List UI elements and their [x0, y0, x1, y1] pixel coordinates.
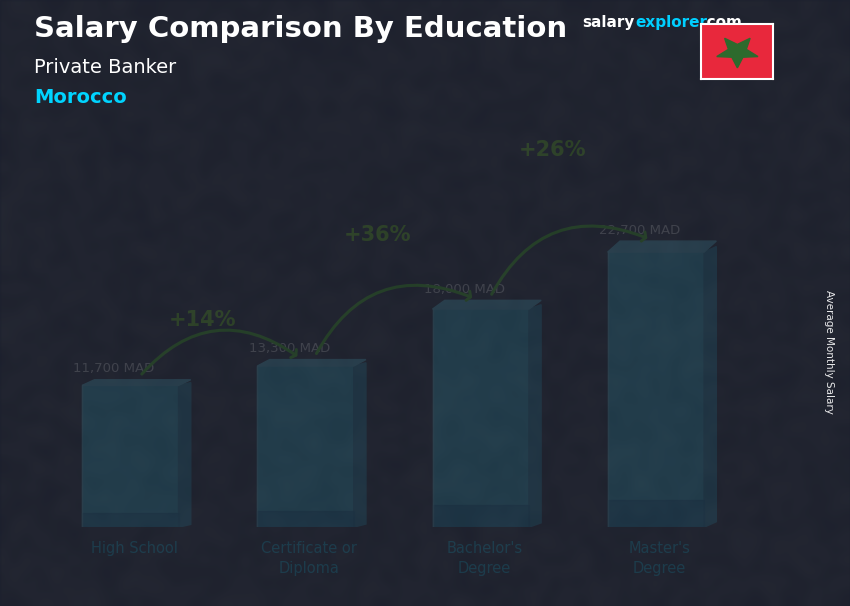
Polygon shape — [704, 247, 717, 527]
Polygon shape — [529, 305, 541, 527]
Polygon shape — [608, 241, 717, 252]
Polygon shape — [82, 380, 190, 385]
Polygon shape — [258, 366, 354, 527]
Text: 13,300 MAD: 13,300 MAD — [248, 342, 330, 355]
Text: +36%: +36% — [343, 225, 411, 245]
Text: 11,700 MAD: 11,700 MAD — [73, 362, 155, 375]
Text: +26%: +26% — [518, 140, 586, 160]
Polygon shape — [82, 385, 178, 527]
Polygon shape — [178, 382, 190, 527]
Polygon shape — [82, 513, 178, 527]
Text: Average Monthly Salary: Average Monthly Salary — [824, 290, 834, 413]
Text: 22,700 MAD: 22,700 MAD — [599, 224, 680, 237]
Polygon shape — [433, 301, 541, 309]
Polygon shape — [433, 505, 529, 527]
Polygon shape — [258, 359, 366, 366]
Polygon shape — [608, 500, 704, 527]
Text: 18,000 MAD: 18,000 MAD — [424, 283, 505, 296]
Text: explorer: explorer — [635, 15, 707, 30]
Text: .com: .com — [701, 15, 742, 30]
Text: Morocco: Morocco — [34, 88, 127, 107]
Text: salary: salary — [582, 15, 635, 30]
Polygon shape — [433, 309, 529, 527]
Text: +14%: +14% — [168, 310, 236, 330]
Polygon shape — [608, 252, 704, 527]
Text: Private Banker: Private Banker — [34, 58, 176, 76]
Polygon shape — [258, 511, 354, 527]
Polygon shape — [717, 38, 758, 68]
Text: Salary Comparison By Education: Salary Comparison By Education — [34, 15, 567, 43]
Polygon shape — [354, 363, 366, 527]
